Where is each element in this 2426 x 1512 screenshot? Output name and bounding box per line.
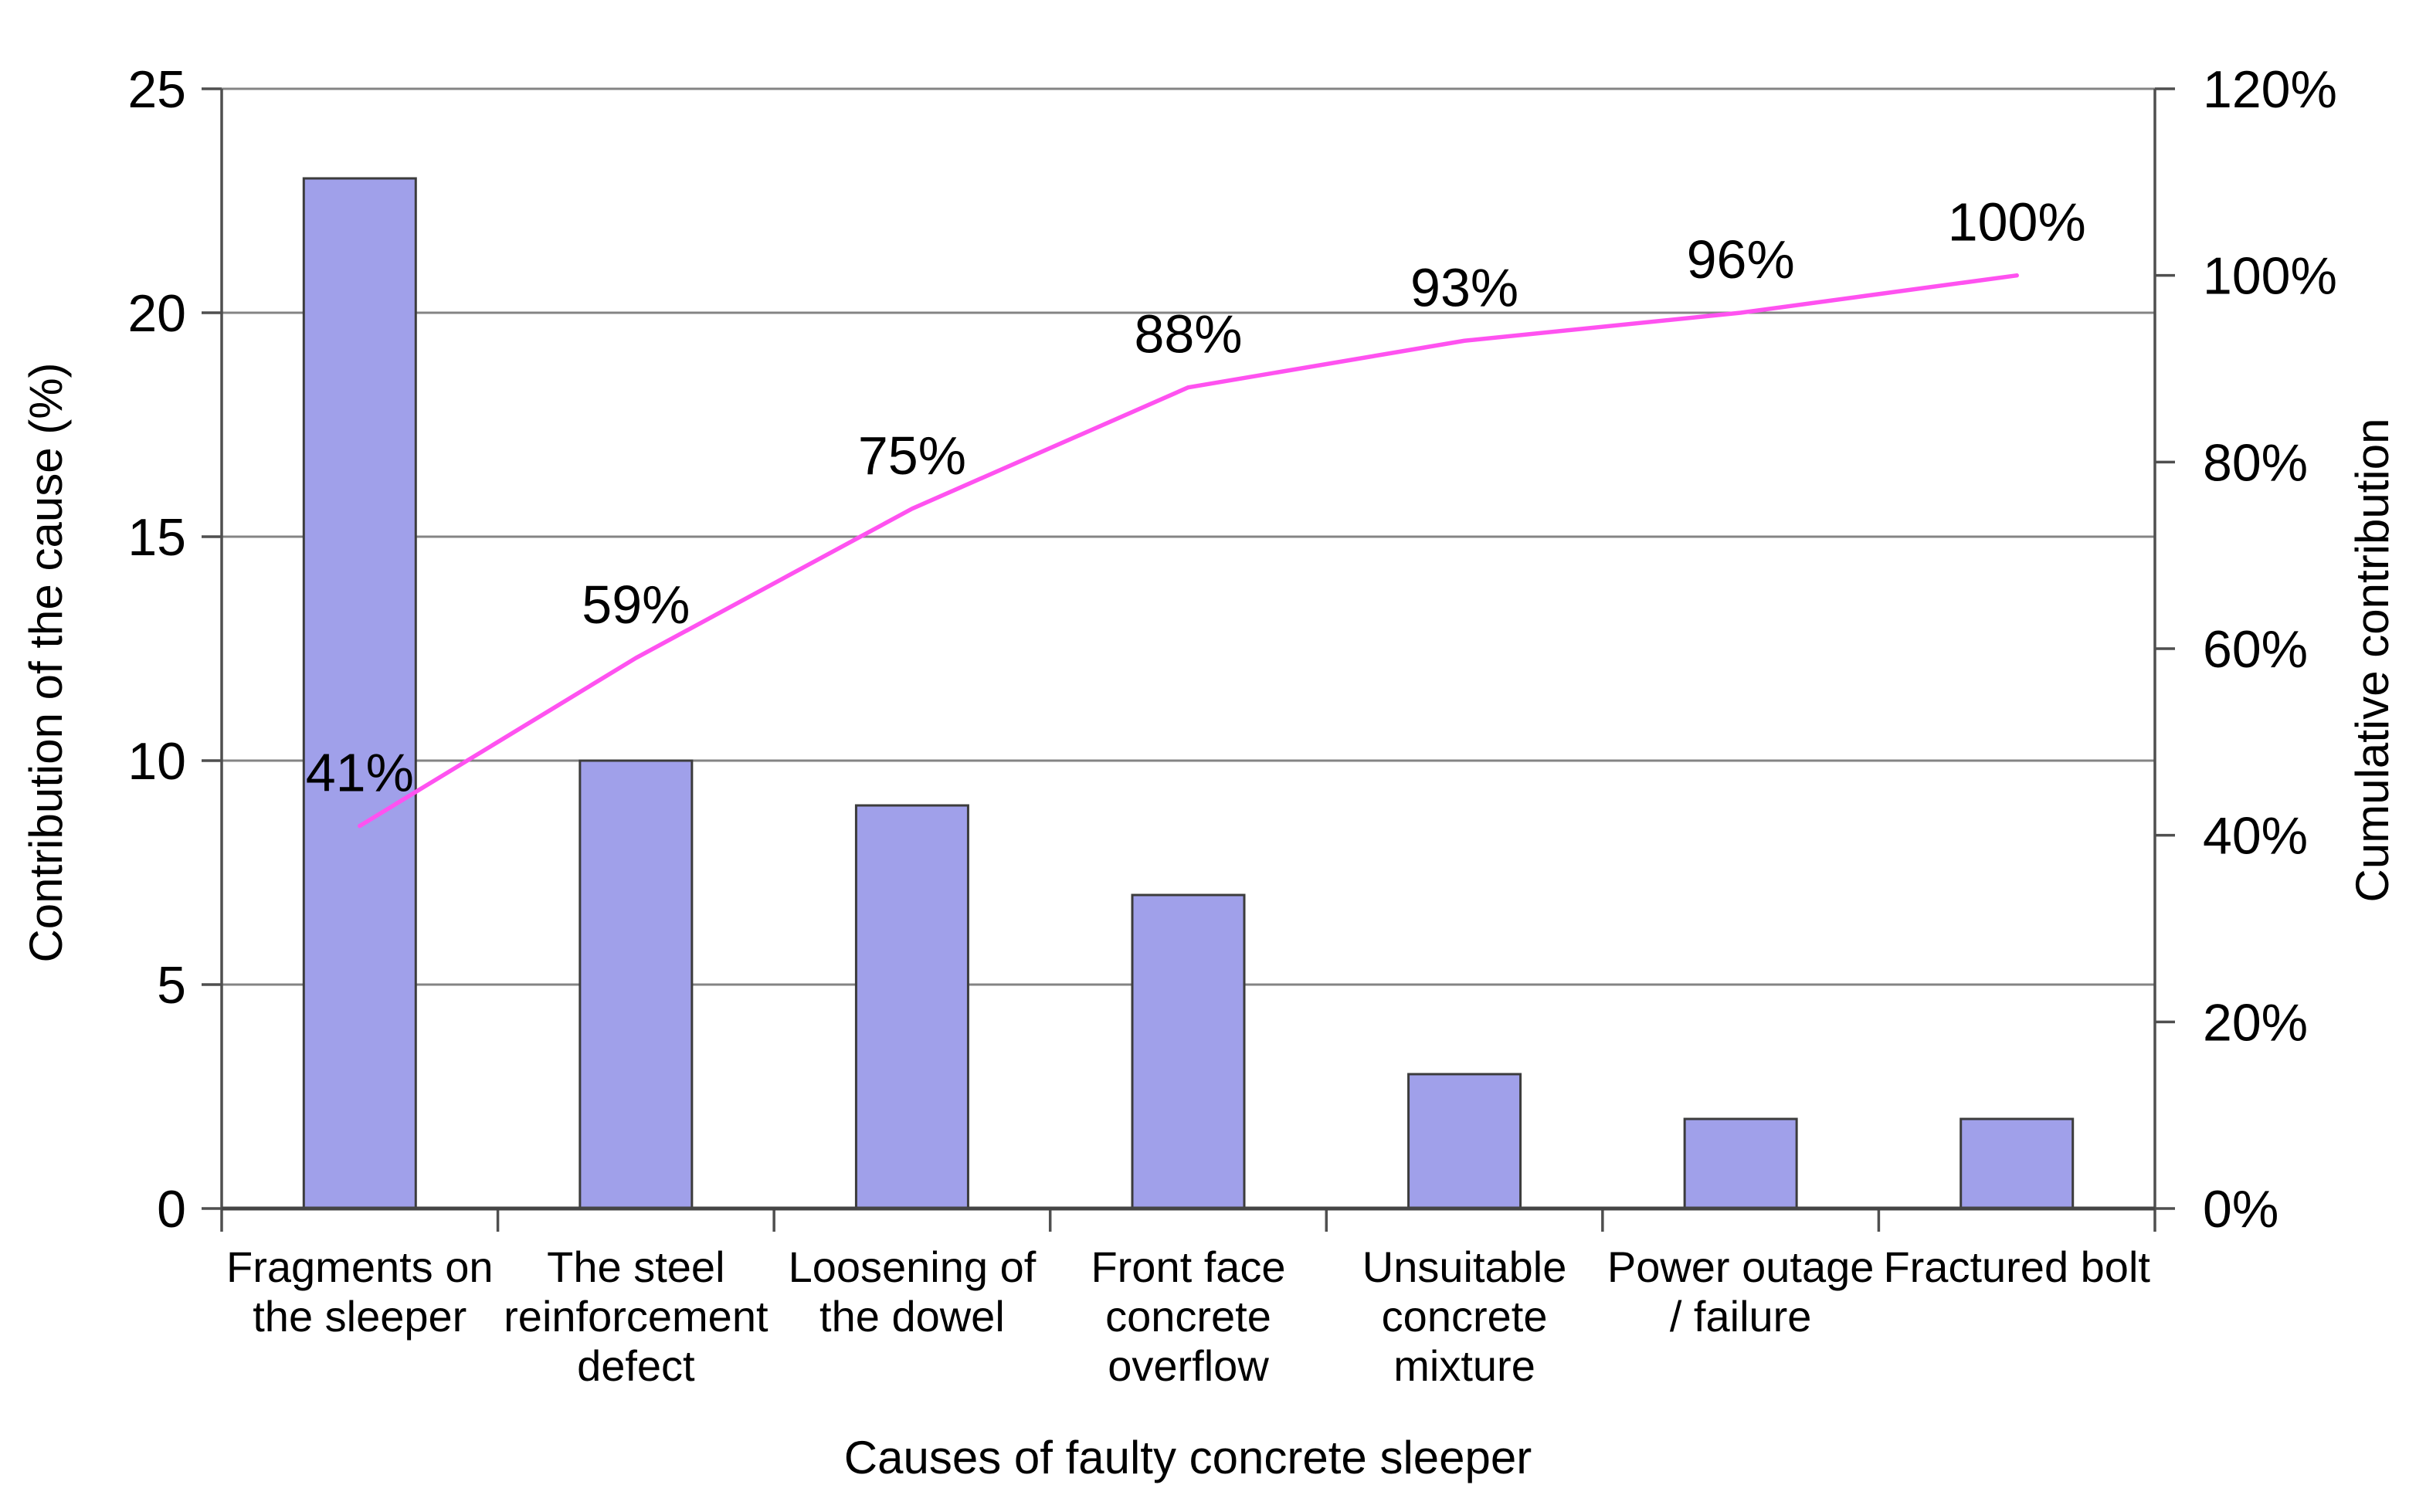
cumulative-point-label-2: 75% — [858, 425, 966, 486]
y-axis-tick-label: 25 — [127, 60, 186, 119]
x-category-label-6: Fractured bolt — [1883, 1242, 2150, 1291]
cumulative-point-label-4: 93% — [1410, 257, 1518, 317]
right-axis-title: Cumulative contribution — [2346, 419, 2398, 903]
cumulative-line — [358, 273, 2019, 829]
right-axis-tick-label: 60% — [2203, 620, 2308, 679]
y-axis-tick-label: 20 — [127, 284, 186, 343]
right-axis-tick-label: 80% — [2203, 433, 2308, 492]
left-axis-title: Contribution of the cause (%) — [20, 362, 72, 962]
x-category-label-5: Power outage / failure — [1607, 1242, 1875, 1341]
pareto-bar-4 — [1407, 1073, 1522, 1210]
y-axis-tick-label: 10 — [127, 732, 186, 791]
right-axis-tick-label: 0% — [2203, 1180, 2278, 1239]
cumulative-point-label-3: 88% — [1134, 304, 1242, 364]
right-axis-tick-label: 20% — [2203, 993, 2308, 1052]
y-axis-tick-label: 0 — [157, 1180, 186, 1239]
x-category-label-4: Unsuitable concrete mixture — [1362, 1242, 1567, 1390]
x-category-label-2: Loosening of the dowel — [789, 1242, 1037, 1341]
cumulative-point-label-5: 96% — [1687, 229, 1795, 290]
pareto-bar-6 — [1959, 1117, 2075, 1210]
cumulative-point-label-6: 100% — [1948, 192, 2086, 253]
pareto-bar-0 — [302, 177, 417, 1210]
right-axis-tick-label: 40% — [2203, 807, 2308, 866]
x-axis-title: Causes of faulty concrete sleeper — [844, 1432, 1532, 1483]
x-category-label-0: Fragments on the sleeper — [226, 1242, 494, 1341]
y-axis-tick-label: 15 — [127, 508, 186, 567]
x-category-label-3: Front face concrete overflow — [1091, 1242, 1285, 1390]
y-axis-tick-label: 5 — [157, 956, 186, 1015]
pareto-bar-1 — [579, 759, 694, 1210]
right-axis-tick-label: 120% — [2203, 60, 2337, 119]
pareto-bar-3 — [1131, 893, 1246, 1210]
x-category-label-1: The steel reinforcement defect — [504, 1242, 769, 1390]
pareto-bar-5 — [1683, 1117, 1798, 1210]
pareto-bar-2 — [854, 804, 969, 1210]
right-axis-tick-label: 100% — [2203, 247, 2337, 306]
cumulative-point-label-1: 59% — [582, 575, 690, 635]
cumulative-point-label-0: 41% — [306, 743, 414, 803]
